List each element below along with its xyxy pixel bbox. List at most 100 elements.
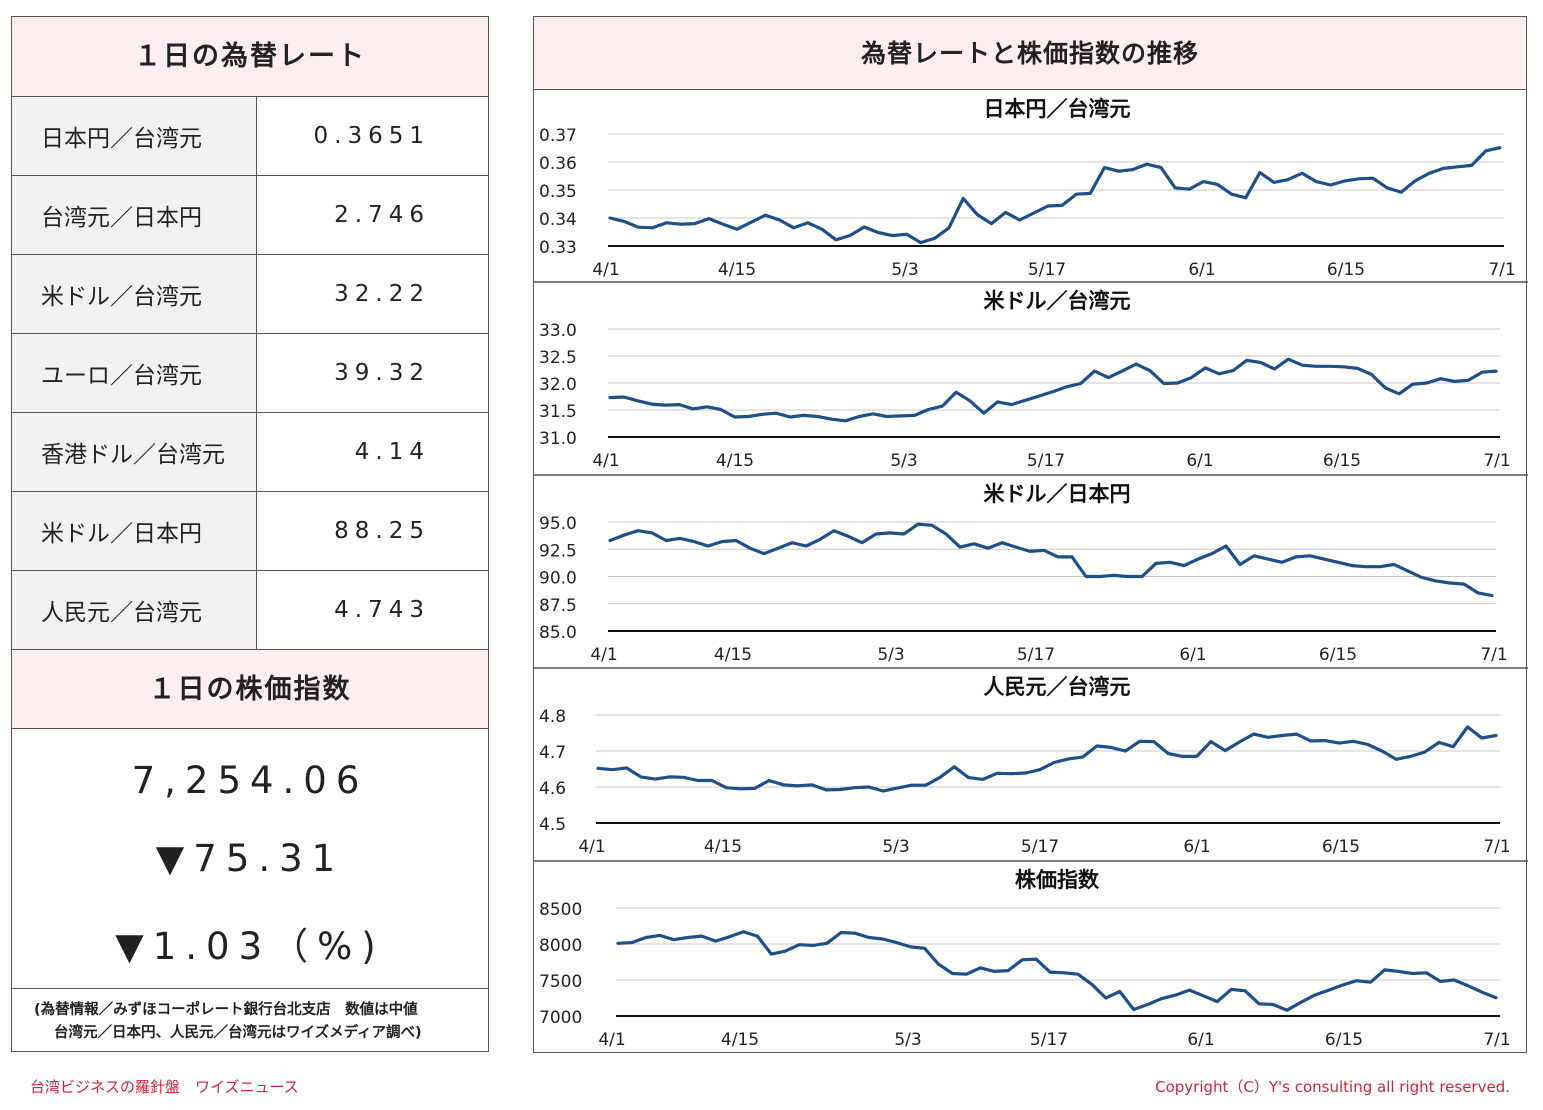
rate-label: ユーロ／台湾元 (12, 333, 257, 413)
y-tick-label: 32.0 (539, 375, 577, 395)
chart-title: 米ドル／台湾元 (984, 289, 1131, 313)
chart-title: 米ドル／日本円 (984, 482, 1131, 506)
rate-value: 4.14 (256, 412, 488, 492)
chart-2: 米ドル／台湾元 33.0 32.5 32.0 31.5 31.0 4/1 4/15 5/3 5/1… (534, 281, 1528, 471)
x-tick-label: 4/1 (592, 451, 619, 471)
y-tick-label: 0.36 (539, 154, 577, 174)
rate-label: 米ドル／台湾元 (12, 254, 257, 334)
y-tick-label: 0.33 (539, 238, 577, 258)
x-tick-label: 5/17 (1030, 1030, 1068, 1050)
table-row: 台湾元／日本円 2.746 (12, 175, 488, 255)
y-tick-label: 4.7 (539, 743, 566, 763)
x-tick-label: 4/15 (704, 837, 742, 857)
y-tick-label: 31.0 (539, 429, 577, 449)
x-tick-label: 6/15 (1325, 1030, 1363, 1050)
series-line (616, 930, 1498, 1012)
x-tick-label: 4/15 (718, 260, 756, 280)
x-tick-label: 4/15 (714, 645, 752, 665)
chart-5: 株価指数 8500 8000 7500 7000 4/1 4/15 5/3 5/17 6/1 6/1… (534, 860, 1528, 1050)
stock-change: ▼75.31 (155, 837, 345, 880)
x-tick-label: 5/3 (882, 837, 909, 857)
chart-1: 日本円／台湾元 0.37 0.36 0.35 0.34 0.33 4/1 4/15 5/3 5/1… (539, 97, 1516, 280)
rates-table: 日本円／台湾元 0.3651 台湾元／日本円 2.746 米ドル／台湾元 32.… (12, 97, 488, 650)
series-line (608, 146, 1502, 245)
table-row: 米ドル／日本円 88.25 (12, 491, 488, 571)
rate-value: 4.743 (256, 570, 488, 650)
charts-area: 日本円／台湾元 0.37 0.36 0.35 0.34 0.33 4/1 4/15 5/3 5/1… (534, 90, 1528, 1052)
y-tick-label: 7000 (539, 1008, 582, 1028)
series-line (608, 522, 1494, 598)
x-tick-label: 6/15 (1323, 451, 1361, 471)
series-line (608, 357, 1498, 423)
x-tick-label: 7/1 (1488, 260, 1515, 280)
footer-copyright: Copyright（C）Y's consulting all right res… (1155, 1078, 1510, 1096)
x-tick-label: 6/1 (1188, 260, 1215, 280)
x-tick-label: 5/17 (1028, 260, 1066, 280)
y-tick-label: 8500 (539, 900, 582, 920)
x-tick-label: 4/1 (592, 260, 619, 280)
y-tick-label: 90.0 (539, 569, 577, 589)
chart-3: 米ドル／日本円 95.0 92.5 90.0 87.5 85.0 4/1 4/15 5/3 5/1… (534, 474, 1528, 665)
y-tick-label: 4.5 (539, 815, 566, 835)
y-tick-label: 32.5 (539, 348, 577, 368)
stock-panel-title: １日の株価指数 (12, 650, 488, 729)
x-tick-label: 7/1 (1483, 837, 1510, 857)
x-tick-label: 5/3 (894, 1030, 921, 1050)
x-tick-label: 7/1 (1480, 645, 1507, 665)
y-tick-label: 95.0 (539, 514, 577, 534)
stock-change-pct: ▼1.03（%) (115, 925, 385, 968)
y-tick-label: 0.34 (539, 210, 577, 230)
footer-brand: 台湾ビジネスの羅針盤 ワイズニュース (30, 1078, 299, 1096)
x-tick-label: 5/3 (877, 645, 904, 665)
x-tick-label: 4/1 (598, 1030, 625, 1050)
chart-title: 日本円／台湾元 (984, 97, 1131, 121)
rate-label: 台湾元／日本円 (12, 175, 257, 255)
x-tick-label: 6/1 (1183, 837, 1210, 857)
rate-label: 香港ドル／台湾元 (12, 412, 257, 492)
source-note: (為替情報／みずほコーポレート銀行台北支店 数値は中値 台湾元／日本円、人民元／… (12, 989, 488, 1045)
charts-panel: 為替レートと株価指数の推移 日本円／台湾元 0.37 0.36 0.35 0.34 0.3… (533, 16, 1528, 1053)
rates-panel: １日の為替レート 日本円／台湾元 0.3651 台湾元／日本円 2.746 米ド… (11, 16, 489, 1052)
x-tick-label: 7/1 (1483, 1030, 1510, 1050)
table-row: 香港ドル／台湾元 4.14 (12, 412, 488, 492)
x-tick-label: 4/15 (721, 1030, 759, 1050)
x-tick-label: 7/1 (1483, 451, 1510, 471)
table-row: 日本円／台湾元 0.3651 (12, 97, 488, 176)
y-tick-label: 87.5 (539, 596, 577, 616)
rate-value: 2.746 (256, 175, 488, 255)
table-row: ユーロ／台湾元 39.32 (12, 333, 488, 413)
chart-title: 株価指数 (1015, 868, 1100, 892)
x-tick-label: 5/17 (1027, 451, 1065, 471)
y-tick-label: 33.0 (539, 321, 577, 341)
rate-label: 日本円／台湾元 (12, 97, 257, 176)
x-tick-label: 6/1 (1187, 1030, 1214, 1050)
rate-value: 32.22 (256, 254, 488, 334)
rate-value: 39.32 (256, 333, 488, 413)
rate-value: 88.25 (256, 491, 488, 571)
y-tick-label: 8000 (539, 936, 582, 956)
y-tick-label: 31.5 (539, 402, 577, 422)
rate-label: 人民元／台湾元 (12, 570, 257, 650)
chart-4: 人民元／台湾元 4.8 4.7 4.6 4.5 4/1 4/15 5/3 5/17 6/1 6/15… (534, 667, 1528, 857)
x-tick-label: 6/1 (1179, 645, 1206, 665)
rate-value: 0.3651 (256, 97, 488, 176)
x-tick-label: 4/15 (716, 451, 754, 471)
x-tick-label: 5/17 (1021, 837, 1059, 857)
x-tick-label: 5/3 (891, 260, 918, 280)
series-line (596, 725, 1498, 793)
x-tick-label: 6/15 (1322, 837, 1360, 857)
x-tick-label: 5/17 (1017, 645, 1055, 665)
y-tick-label: 0.35 (539, 182, 577, 202)
y-tick-label: 7500 (539, 972, 582, 992)
charts-panel-title: 為替レートと株価指数の推移 (534, 17, 1526, 90)
table-row: 人民元／台湾元 4.743 (12, 570, 488, 650)
rate-label: 米ドル／日本円 (12, 491, 257, 571)
y-tick-label: 92.5 (539, 541, 577, 561)
source-note-line: 台湾元／日本円、人民元／台湾元はワイズメディア調べ) (54, 1025, 422, 1041)
x-tick-label: 4/1 (590, 645, 617, 665)
table-row: 米ドル／台湾元 32.22 (12, 254, 488, 334)
x-tick-label: 4/1 (578, 837, 605, 857)
y-tick-label: 0.37 (539, 126, 577, 146)
x-tick-label: 6/15 (1327, 260, 1365, 280)
x-tick-label: 6/1 (1186, 451, 1213, 471)
